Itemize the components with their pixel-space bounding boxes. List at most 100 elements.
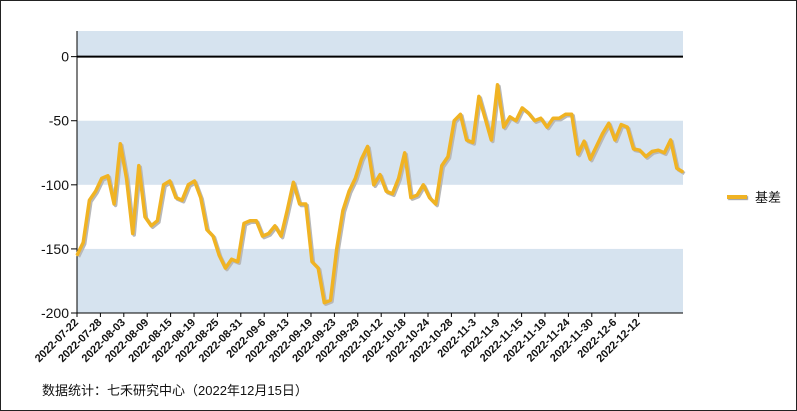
- legend: 基差: [727, 187, 781, 206]
- data-point-74: [533, 119, 536, 122]
- data-point-92: [644, 155, 647, 158]
- data-point-64: [471, 141, 474, 144]
- data-point-47: [366, 145, 369, 148]
- data-point-58: [434, 203, 437, 205]
- data-point-30: [261, 235, 264, 237]
- data-point-23: [218, 254, 221, 257]
- data-point-95: [663, 151, 666, 154]
- legend-label: 基差: [755, 190, 782, 205]
- data-point-14: [162, 183, 165, 186]
- data-point-73: [527, 112, 530, 114]
- data-point-15: [168, 180, 171, 182]
- data-point-76: [546, 126, 548, 129]
- data-point-36: [298, 203, 301, 205]
- data-point-32: [273, 224, 276, 227]
- data-point-6: [113, 203, 116, 205]
- data-point-24: [224, 267, 227, 270]
- data-point-55: [416, 194, 419, 196]
- y-tick-label-3: -150: [41, 241, 69, 257]
- band-0: [77, 31, 683, 57]
- data-point-3: [94, 190, 97, 193]
- data-point-4: [100, 177, 103, 180]
- data-point-18: [187, 183, 190, 186]
- data-point-20: [199, 196, 202, 199]
- y-tick-label-1: -50: [49, 113, 69, 129]
- data-point-78: [558, 117, 561, 120]
- data-point-40: [323, 301, 326, 304]
- data-point-42: [335, 248, 338, 250]
- data-point-25: [230, 258, 233, 261]
- y-tick-label-2: -100: [41, 177, 69, 193]
- data-point-19: [193, 180, 196, 182]
- data-point-12: [150, 224, 153, 227]
- data-point-98: [682, 171, 684, 173]
- data-point-26: [236, 260, 239, 263]
- y-axis: 0 -50 -100 -150 -200: [41, 31, 78, 321]
- data-point-8: [125, 177, 128, 180]
- data-point-88: [620, 123, 623, 126]
- data-point-83: [589, 158, 592, 161]
- data-point-2: [88, 199, 91, 202]
- data-point-97: [675, 167, 678, 170]
- data-point-21: [205, 228, 208, 231]
- data-point-51: [391, 192, 394, 195]
- data-point-70: [508, 115, 511, 118]
- data-point-49: [379, 173, 381, 176]
- data-point-68: [496, 83, 499, 86]
- data-point-41: [329, 299, 332, 302]
- data-point-91: [638, 149, 641, 152]
- data-point-54: [410, 196, 412, 199]
- data-point-87: [614, 139, 616, 141]
- data-point-35: [292, 181, 295, 184]
- data-point-11: [144, 215, 146, 218]
- data-point-38: [311, 260, 313, 263]
- series-layer: [75, 83, 686, 306]
- data-point-72: [521, 107, 524, 109]
- data-point-53: [403, 151, 406, 154]
- data-point-94: [657, 149, 660, 152]
- data-point-50: [385, 190, 388, 193]
- data-point-39: [317, 267, 320, 270]
- data-point-52: [397, 177, 400, 180]
- data-point-96: [669, 139, 672, 141]
- data-point-17: [181, 199, 184, 202]
- legend-swatch: [727, 194, 747, 199]
- data-point-0: [76, 254, 78, 257]
- data-point-22: [212, 235, 214, 237]
- data-point-13: [156, 219, 159, 222]
- data-point-28: [249, 219, 252, 222]
- data-point-33: [280, 235, 282, 237]
- y-tick-label-0: 0: [61, 49, 69, 65]
- data-point-80: [570, 113, 573, 116]
- data-point-90: [632, 148, 635, 150]
- data-point-86: [607, 122, 610, 125]
- data-point-5: [107, 174, 109, 177]
- data-point-43: [341, 209, 344, 212]
- data-point-67: [490, 139, 493, 141]
- band-2: [77, 248, 683, 313]
- data-point-65: [478, 95, 480, 98]
- data-point-31: [267, 232, 270, 235]
- data-point-10: [137, 164, 140, 167]
- data-point-27: [243, 222, 245, 225]
- data-point-77: [552, 117, 555, 120]
- data-point-81: [576, 153, 579, 155]
- data-point-71: [515, 119, 517, 122]
- data-point-48: [372, 183, 375, 186]
- data-point-66: [484, 117, 487, 120]
- data-point-89: [626, 126, 629, 129]
- x-axis: 2022-07-222022-07-282022-08-032022-08-09…: [33, 312, 683, 365]
- data-point-62: [459, 113, 462, 116]
- data-point-44: [348, 190, 350, 193]
- y-tick-label-4: -200: [41, 305, 69, 321]
- data-point-63: [465, 139, 468, 141]
- data-point-9: [131, 232, 134, 235]
- data-point-45: [354, 177, 357, 180]
- data-point-84: [595, 145, 598, 148]
- data-point-59: [440, 164, 443, 167]
- data-point-60: [447, 155, 449, 158]
- data-point-75: [539, 117, 542, 120]
- data-point-79: [564, 113, 567, 116]
- data-point-61: [453, 119, 456, 122]
